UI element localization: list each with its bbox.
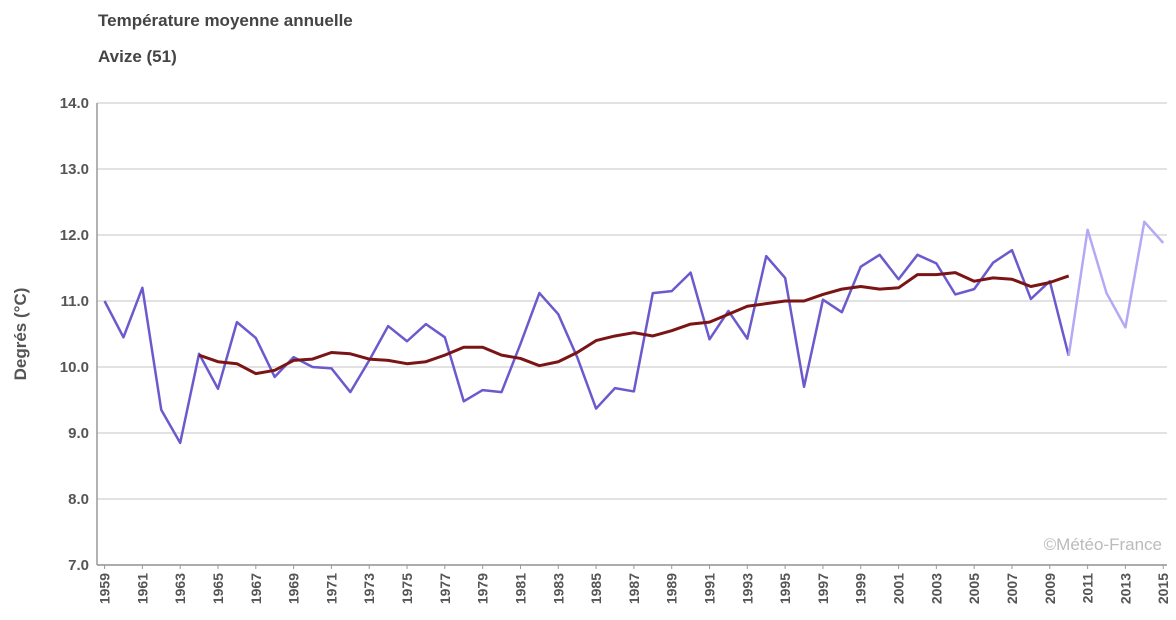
x-tick-label: 1989 bbox=[664, 573, 680, 604]
y-tick-label: 13.0 bbox=[60, 161, 89, 178]
x-tick-label: 1983 bbox=[550, 573, 566, 604]
x-tick-label: 2011 bbox=[1080, 573, 1096, 604]
y-tick-label: 10.0 bbox=[60, 359, 89, 376]
x-tick-label: 2009 bbox=[1042, 573, 1058, 604]
watermark: ©Météo-France bbox=[1044, 535, 1162, 554]
x-tick-label: 1973 bbox=[361, 573, 377, 604]
x-tick-label: 1959 bbox=[97, 573, 113, 604]
series-line bbox=[198, 271, 1070, 376]
y-tick-label: 14.0 bbox=[60, 95, 89, 112]
x-tick-label: 1965 bbox=[210, 573, 226, 604]
x-tick-label: 1991 bbox=[702, 573, 718, 604]
x-tick-label: 1985 bbox=[588, 573, 604, 604]
x-tick-label: 1975 bbox=[399, 573, 415, 604]
y-tick-label: 12.0 bbox=[60, 227, 89, 244]
x-tick-label: 1993 bbox=[739, 573, 755, 604]
x-tick-label: 2005 bbox=[966, 573, 982, 604]
x-tick-label: 2001 bbox=[891, 573, 907, 604]
x-tick-label: 1967 bbox=[248, 573, 264, 604]
x-tick-label: 2007 bbox=[1004, 573, 1020, 604]
series-line bbox=[1067, 220, 1165, 356]
x-tick-label: 1995 bbox=[777, 573, 793, 604]
y-axis-label: Degrés (°C) bbox=[11, 288, 30, 381]
x-tick-label: 1981 bbox=[512, 573, 528, 604]
y-tick-label: 8.0 bbox=[68, 491, 89, 508]
x-tick-label: 1997 bbox=[815, 573, 831, 604]
x-tick-label: 2015 bbox=[1155, 573, 1171, 604]
x-tick-label: 1979 bbox=[475, 573, 491, 604]
x-tick-label: 2013 bbox=[1117, 573, 1133, 604]
chart-subtitle: Avize (51) bbox=[98, 47, 177, 66]
x-tick-label: 1963 bbox=[172, 573, 188, 604]
y-tick-label: 11.0 bbox=[61, 293, 89, 310]
series-line bbox=[103, 248, 1070, 445]
y-tick-label: 9.0 bbox=[68, 425, 89, 442]
x-tick-label: 1969 bbox=[286, 573, 302, 604]
x-tick-label: 2003 bbox=[928, 573, 944, 604]
x-tick-label: 1977 bbox=[437, 573, 453, 604]
x-tick-label: 1987 bbox=[626, 573, 642, 604]
x-tick-label: 1961 bbox=[134, 573, 150, 604]
x-tick-label: 1971 bbox=[323, 573, 339, 604]
y-tick-label: 7.0 bbox=[68, 557, 89, 574]
x-tick-label: 1999 bbox=[853, 573, 869, 604]
chart-title: Température moyenne annuelle bbox=[98, 11, 353, 30]
